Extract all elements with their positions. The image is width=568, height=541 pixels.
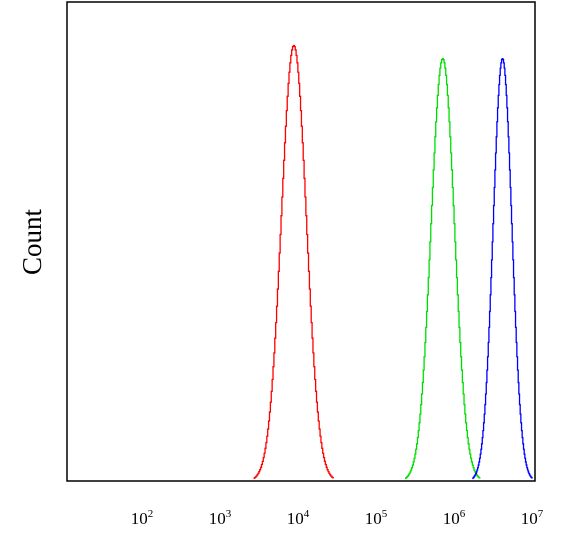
x-tick-label: 105 bbox=[365, 508, 388, 528]
histogram-series-line bbox=[472, 57, 533, 480]
x-tick-base: 10 bbox=[209, 509, 226, 528]
x-tick-labels: 102 103 104 105 106 107 bbox=[131, 508, 544, 528]
histogram-series-line bbox=[404, 57, 481, 480]
x-tick-exponent: 2 bbox=[148, 508, 154, 520]
x-tick-base: 10 bbox=[365, 509, 382, 528]
x-tick-exponent: 7 bbox=[538, 508, 544, 520]
histogram-series-line bbox=[253, 44, 335, 480]
x-tick-base: 10 bbox=[443, 509, 460, 528]
series-layer bbox=[253, 44, 533, 480]
x-tick-label: 104 bbox=[287, 508, 310, 528]
x-tick-exponent: 4 bbox=[304, 508, 310, 520]
x-tick-label: 103 bbox=[209, 508, 232, 528]
y-axis-label: Count bbox=[17, 208, 47, 275]
x-tick-base: 10 bbox=[521, 509, 538, 528]
x-tick-base: 10 bbox=[287, 509, 304, 528]
x-tick-label: 107 bbox=[521, 508, 544, 528]
x-tick-exponent: 3 bbox=[226, 508, 232, 520]
x-tick-label: 106 bbox=[443, 508, 466, 528]
x-tick-label: 102 bbox=[131, 508, 154, 528]
x-tick-exponent: 6 bbox=[460, 508, 466, 520]
x-tick-exponent: 5 bbox=[382, 508, 388, 520]
plot-frame bbox=[66, 1, 536, 482]
x-tick-base: 10 bbox=[131, 509, 148, 528]
